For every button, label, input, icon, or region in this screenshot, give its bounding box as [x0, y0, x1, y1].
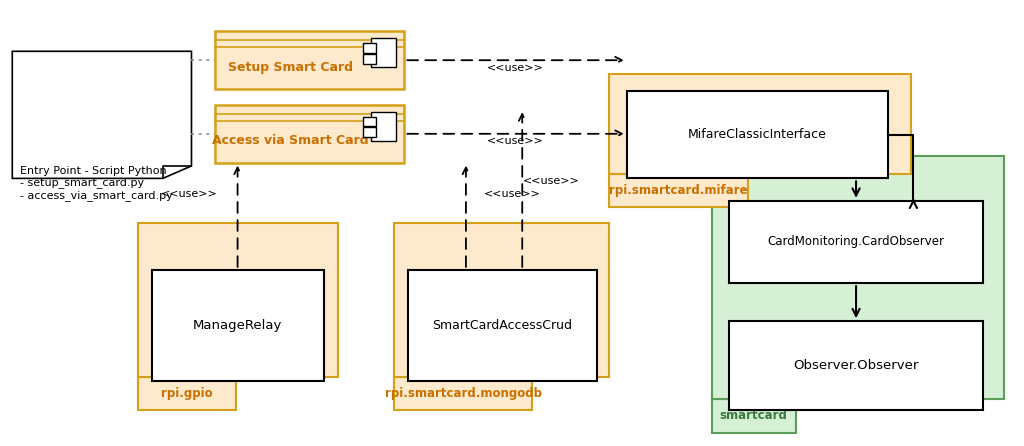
Text: <<use>>: <<use>>	[486, 63, 544, 73]
Bar	[408, 270, 597, 381]
Text: Access via Smart Card: Access via Smart Card	[212, 134, 369, 147]
Bar	[371, 112, 396, 141]
Bar	[138, 377, 236, 410]
Bar	[627, 91, 888, 178]
Text: <<use>>: <<use>>	[486, 136, 544, 146]
Bar	[609, 174, 748, 207]
Text: Setup Smart Card: Setup Smart Card	[227, 61, 353, 74]
Text: SmartCardAccessCrud: SmartCardAccessCrud	[432, 319, 572, 332]
Bar	[729, 201, 983, 283]
Bar	[364, 54, 376, 64]
Text: rpi.gpio: rpi.gpio	[161, 387, 213, 400]
Polygon shape	[12, 51, 191, 178]
Bar	[729, 321, 983, 410]
Bar	[371, 38, 396, 67]
Bar	[712, 399, 796, 433]
Bar	[712, 156, 1004, 399]
Text: <<use>>: <<use>>	[522, 176, 580, 186]
Bar	[138, 223, 338, 377]
Bar	[215, 31, 404, 89]
Text: Entry Point - Script Python
- setup_smart_card.py
- access_via_smart_card.py: Entry Point - Script Python - setup_smar…	[20, 166, 173, 201]
Text: MifareClassicInterface: MifareClassicInterface	[688, 128, 826, 141]
Text: <<use>>: <<use>>	[483, 189, 541, 199]
Bar	[394, 377, 532, 410]
Text: <<use>>: <<use>>	[161, 189, 218, 199]
Text: Observer.Observer: Observer.Observer	[794, 359, 919, 372]
Bar	[152, 270, 324, 381]
Bar	[364, 117, 376, 127]
Bar	[394, 223, 609, 377]
Bar	[364, 43, 376, 53]
Bar	[364, 128, 376, 137]
Bar	[215, 105, 404, 163]
Text: ManageRelay: ManageRelay	[193, 319, 283, 332]
Text: CardMonitoring.CardObserver: CardMonitoring.CardObserver	[768, 235, 944, 248]
Bar	[609, 74, 911, 174]
Text: rpi.smartcard.mongodb: rpi.smartcard.mongodb	[385, 387, 542, 400]
Text: smartcard: smartcard	[720, 409, 787, 422]
Text: rpi.smartcard.mifare: rpi.smartcard.mifare	[609, 184, 748, 197]
